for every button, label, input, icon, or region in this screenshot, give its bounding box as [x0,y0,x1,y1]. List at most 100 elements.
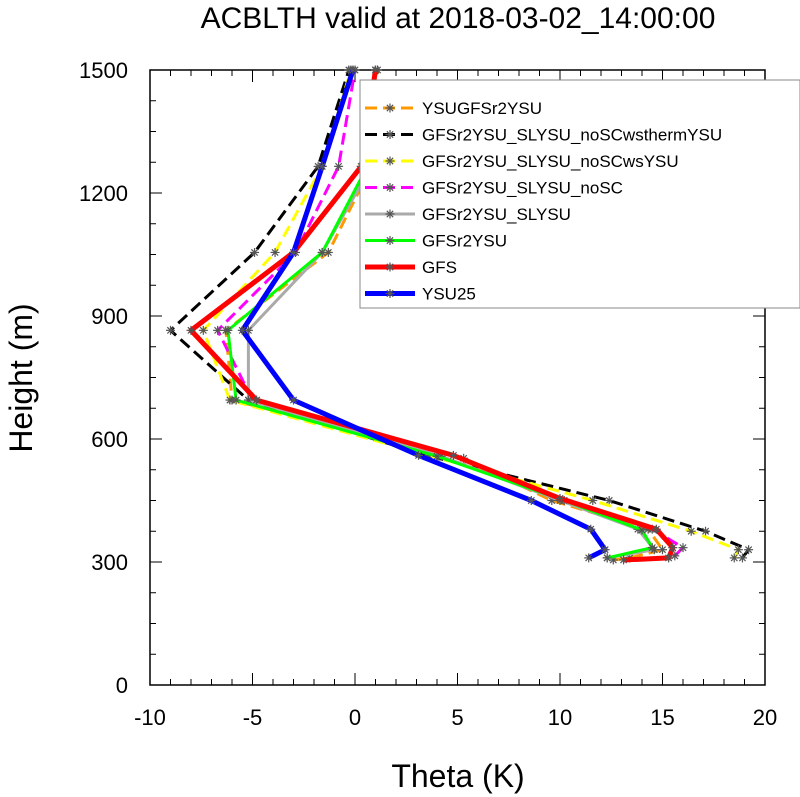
x-tick-label: 5 [451,705,463,730]
data-point-marker [270,247,280,257]
series-gfs [186,65,678,565]
marker-stroke [745,546,753,554]
data-point-marker [448,450,458,460]
marker-stroke [734,546,742,554]
data-point-marker [186,325,196,335]
y-tick-label: 0 [116,673,128,698]
data-point-marker [385,289,395,298]
legend-box [359,79,800,309]
series-line [201,69,740,559]
marker-stroke [605,496,613,505]
data-point-marker [600,545,610,555]
marker-stroke [386,157,394,165]
data-point-marker [250,247,260,257]
legend-item: GFS [365,258,457,277]
marker-stroke [214,326,222,334]
data-point-marker [701,526,711,536]
data-point-marker [729,553,739,563]
data-point-marker [414,450,424,460]
x-axis-title: Theta (K) [391,758,524,794]
y-tick-label: 900 [91,304,128,329]
data-point-marker [289,395,298,405]
marker-stroke [589,496,597,505]
marker-stroke [224,326,232,334]
marker-stroke [386,263,394,271]
marker-stroke [289,396,298,404]
marker-stroke [335,162,343,170]
marker-stroke [187,326,195,334]
data-point-marker [289,247,298,257]
legend-item: YSUGFSr2YSU [365,99,542,118]
data-point-marker [317,247,327,257]
marker-stroke [386,210,394,218]
data-point-marker [223,325,233,335]
data-point-marker [371,65,380,75]
marker-stroke [687,527,695,535]
marker-stroke [226,396,234,404]
legend-item: YSU25 [365,285,476,304]
data-point-marker [619,555,629,565]
marker-stroke [679,544,687,552]
marker-stroke [652,525,660,533]
legend: YSUGFSr2YSU GFSr2YSU_SLYSU_noSCwsthermYSU… [359,79,800,309]
marker-stroke [587,525,595,533]
y-axis-title: Height (m) [3,303,39,452]
marker-stroke [271,248,279,257]
x-tick-label: 0 [349,705,361,730]
data-point-marker [348,65,358,75]
legend-label: GFSr2YSU_SLYSU [422,205,571,224]
marker-stroke [701,527,710,535]
data-point-marker [334,161,344,171]
marker-stroke [250,248,259,257]
y-tick-label: 1200 [79,181,128,206]
legend-label: GFSr2YSU_SLYSU_noSCwsthermYSU [422,126,722,145]
marker-stroke [658,546,667,554]
marker-stroke [238,326,246,334]
legend-item: GFSr2YSU_SLYSU_noSC [365,179,623,198]
data-point-marker [555,493,565,503]
legend-label: GFS [422,258,457,277]
marker-stroke [449,451,457,459]
marker-stroke [619,556,628,564]
data-point-marker [225,395,235,405]
data-point-marker [385,103,395,113]
legend-label: GFSr2YSU_SLYSU_noSCwsYSU [422,152,679,171]
marker-stroke [386,236,394,245]
x-tick-label: 15 [650,705,674,730]
marker-stroke [318,248,326,257]
data-point-marker [733,545,743,555]
marker-stroke [232,396,240,404]
data-point-marker [668,543,678,553]
marker-stroke [527,496,535,505]
x-tick-label: 10 [548,705,572,730]
marker-stroke [414,451,423,459]
data-point-marker [658,545,667,555]
data-point-marker [602,553,612,563]
data-point-marker [647,543,657,553]
marker-stroke [289,248,298,257]
data-point-marker [252,395,262,405]
y-tick-label: 1500 [79,58,128,83]
marker-stroke [349,66,357,74]
marker-stroke [324,248,332,257]
data-point-marker [744,545,754,555]
data-point-marker [526,496,536,505]
marker-stroke [556,494,564,503]
data-point-marker [166,325,175,335]
data-point-marker [385,156,395,166]
legend-label: YSU25 [422,285,476,304]
series-ysu25 [237,65,610,563]
y-tick-label: 600 [91,427,128,452]
marker-stroke [199,326,207,334]
data-point-marker [385,209,395,219]
marker-stroke [601,546,609,554]
marker-stroke [371,66,380,74]
data-point-marker [385,183,395,192]
legend-item: GFSr2YSU_SLYSU [365,205,571,224]
x-tick-label: -5 [243,705,263,730]
marker-stroke [318,162,326,170]
marker-stroke [386,289,394,298]
marker-stroke [638,526,646,534]
